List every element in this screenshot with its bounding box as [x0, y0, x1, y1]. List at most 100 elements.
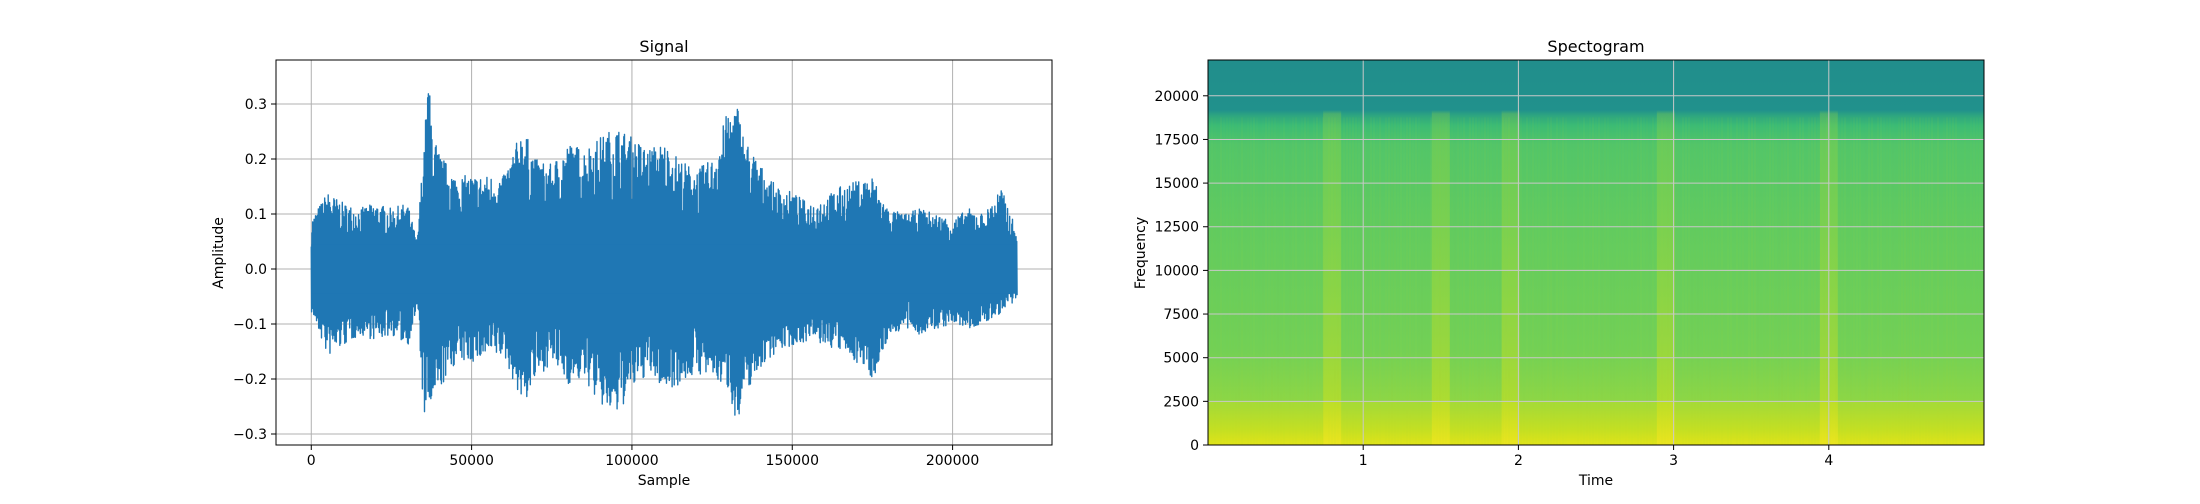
spectrogram-texture: [1502, 117, 1504, 445]
spectrogram-title: Spectogram: [1547, 37, 1644, 56]
spectrogram-texture: [1658, 117, 1660, 445]
spectrogram-texture: [1595, 117, 1597, 445]
spectrogram-texture: [1442, 117, 1444, 445]
spectrogram-texture: [1280, 117, 1282, 445]
spectrogram-texture: [1511, 117, 1513, 445]
spectrogram-texture: [1499, 117, 1501, 445]
spectrogram-texture: [1814, 117, 1816, 445]
spectrogram-texture: [1322, 117, 1324, 445]
spectrogram-texture: [1607, 117, 1609, 445]
spectrogram-texture: [1979, 117, 1981, 445]
spectrogram-texture: [1781, 117, 1783, 445]
spectrogram-texture: [1301, 117, 1303, 445]
spectrogram-texture: [1790, 117, 1792, 445]
spectrogram-texture: [1793, 117, 1795, 445]
spectrogram-texture: [1430, 117, 1432, 445]
spectrogram-texture: [1355, 117, 1357, 445]
spectrogram-texture: [1649, 117, 1651, 445]
spectrogram-texture: [1664, 117, 1666, 445]
spectrogram-texture: [1448, 117, 1450, 445]
spectrogram-x-tick-label: 2: [1514, 453, 1523, 469]
spectrogram-texture: [1859, 117, 1861, 445]
spectrogram-texture: [1526, 117, 1528, 445]
spectrogram-y-ticks: 0 2500 5000 7500 10000 12500 15000 17500 20000: [1154, 89, 1208, 454]
spectrogram-texture: [1334, 117, 1336, 445]
spectrogram-loud-band: [1431, 60, 1450, 445]
spectrogram-texture: [1739, 117, 1741, 445]
signal-waveform: [310, 93, 1018, 416]
spectrogram-texture: [1934, 117, 1936, 445]
spectrogram-texture: [1769, 117, 1771, 445]
spectrogram-texture: [1484, 117, 1486, 445]
spectrogram-texture: [1625, 117, 1627, 445]
signal-y-tick-label: 0.3: [245, 97, 267, 113]
spectrogram-texture: [1895, 117, 1897, 445]
spectrogram-texture: [1547, 117, 1549, 445]
spectrogram-x-label: Time: [1578, 473, 1613, 489]
spectrogram-texture: [1586, 117, 1588, 445]
spectrogram-texture: [1268, 117, 1270, 445]
spectrogram-texture: [1748, 117, 1750, 445]
spectrogram-texture: [1379, 117, 1381, 445]
spectrogram-texture: [1310, 117, 1312, 445]
spectrogram-loud-band: [1501, 60, 1520, 445]
spectrogram-texture: [1451, 117, 1453, 445]
spectrogram-texture: [1454, 117, 1456, 445]
spectrogram-texture: [1298, 117, 1300, 445]
spectrogram-texture: [1529, 117, 1531, 445]
spectrogram-texture: [1505, 117, 1507, 445]
spectrogram-low-band: [1208, 401, 1984, 445]
spectrogram-texture: [1373, 117, 1375, 445]
spectrogram-texture: [1886, 117, 1888, 445]
spectrogram-texture: [1916, 117, 1918, 445]
spectrogram-texture: [1772, 117, 1774, 445]
signal-chart: Signal 0 50000 100000 150000 200000 −0.3 −0.2…: [211, 37, 1053, 489]
spectrogram-texture: [1646, 117, 1648, 445]
spectrogram-texture: [1340, 117, 1342, 445]
spectrogram-texture: [1961, 117, 1963, 445]
spectrogram-texture: [1622, 117, 1624, 445]
spectrogram-texture: [1928, 117, 1930, 445]
spectrogram-texture: [1835, 117, 1837, 445]
spectrogram-texture: [1970, 117, 1972, 445]
signal-y-tick-label: −0.3: [233, 427, 267, 443]
spectrogram-texture: [1850, 117, 1852, 445]
spectrogram-texture: [1826, 117, 1828, 445]
spectrogram-texture: [1304, 117, 1306, 445]
spectrogram-texture: [1466, 117, 1468, 445]
spectrogram-texture: [1424, 117, 1426, 445]
signal-axes-frame: [275, 59, 1053, 446]
spectrogram-texture: [1589, 117, 1591, 445]
spectrogram-texture: [1244, 117, 1246, 445]
spectrogram-texture: [1823, 117, 1825, 445]
spectrogram-texture: [1439, 117, 1441, 445]
spectrogram-texture: [1409, 117, 1411, 445]
spectrogram-texture: [1889, 117, 1891, 445]
signal-title: Signal: [639, 37, 688, 56]
spectrogram-texture: [1937, 117, 1939, 445]
spectrogram-texture: [1628, 117, 1630, 445]
spectrogram-x-ticks: 1 2 3 4: [1359, 445, 1833, 469]
spectrogram-texture: [1883, 117, 1885, 445]
spectrogram-texture: [1469, 117, 1471, 445]
spectrogram-texture: [1724, 117, 1726, 445]
spectrogram-texture: [1577, 117, 1579, 445]
spectrogram-texture: [1679, 117, 1681, 445]
spectrogram-texture: [1931, 117, 1933, 445]
spectrogram-chart: Spectogram 1 2 3 4 0 2500 5000 7500 10000 12500 1…: [1133, 37, 1985, 489]
spectrogram-y-tick-label: 12500: [1154, 220, 1199, 236]
spectrogram-texture: [1661, 117, 1663, 445]
spectrogram-texture: [1751, 117, 1753, 445]
signal-y-label: Amplitude: [211, 217, 227, 289]
spectrogram-texture: [1247, 117, 1249, 445]
spectrogram-texture: [1829, 117, 1831, 445]
spectrogram-grid: [1208, 60, 1984, 445]
spectrogram-texture: [1436, 117, 1438, 445]
spectrogram-texture: [1631, 117, 1633, 445]
spectrogram-texture: [1718, 117, 1720, 445]
spectrogram-y-label: Frequency: [1133, 217, 1149, 289]
spectrogram-texture: [1697, 117, 1699, 445]
spectrogram-texture: [1214, 117, 1216, 445]
spectrogram-texture: [1262, 117, 1264, 445]
signal-x-tick-label: 100000: [605, 453, 658, 469]
